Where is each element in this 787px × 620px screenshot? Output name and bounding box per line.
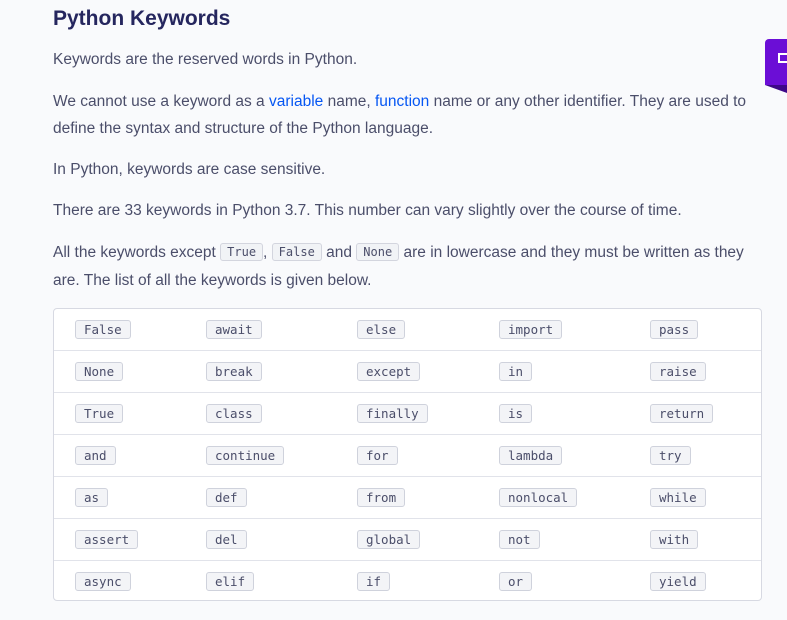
identifier-paragraph: We cannot use a keyword as a variable na… [53,88,759,142]
keyword-cell: else [357,320,406,339]
external-link-icon [778,53,787,63]
keyword-cell: False [75,320,131,339]
keyword-cell: lambda [499,446,563,465]
keyword-cell: in [499,362,533,381]
keyword-cell: async [75,572,131,591]
keyword-cell: as [75,488,109,507]
keyword-cell: try [650,446,691,465]
inline-code-none: None [356,243,400,261]
keyword-cell: await [206,320,262,339]
section-heading: Python Keywords [53,7,231,30]
inline-code-true: True [220,243,264,261]
keyword-cell: assert [75,530,139,549]
keyword-cell: or [499,572,533,591]
text-span: We cannot use a keyword as a [53,93,269,110]
lowercase-paragraph: All the keywords except True, False and … [53,239,759,294]
keyword-cell: nonlocal [499,488,578,507]
table-row: as def from nonlocal while [54,477,761,519]
keyword-cell: is [499,404,533,423]
side-tab-fold [765,85,787,93]
keyword-cell: del [206,530,247,549]
keyword-cell: break [206,362,262,381]
keyword-cell: and [75,446,116,465]
keyword-cell: continue [206,446,285,465]
text-span: and [321,244,357,261]
table-row: False await else import pass [54,309,761,351]
table-row: assert del global not with [54,519,761,561]
text-span: All the keywords except [53,244,221,261]
keyword-cell: global [357,530,421,549]
keyword-cell: if [357,572,391,591]
keyword-cell: import [499,320,563,339]
text-span: name, [323,93,375,110]
table-row: and continue for lambda try [54,435,761,477]
table-row: True class finally is return [54,393,761,435]
keyword-cell: def [206,488,247,507]
keyword-cell: while [650,488,706,507]
keyword-cell: True [75,404,124,423]
table-row: async elif if or yield [54,561,761,600]
keyword-cell: with [650,530,699,549]
variable-link[interactable]: variable [268,93,324,110]
text-span: name or any other identifier. They are u… [53,93,747,137]
keyword-cell: return [650,404,714,423]
keyword-cell: class [206,404,262,423]
side-feedback-tab[interactable] [765,39,787,85]
inline-code-false: False [271,243,322,261]
keyword-cell: pass [650,320,699,339]
keywords-table: False await else import pass None break … [53,308,762,601]
text-span: are in lowercase and they must be writte… [53,244,744,289]
function-link[interactable]: function [374,93,430,110]
keyword-cell: except [357,362,421,381]
keyword-cell: raise [650,362,706,381]
keyword-cell: yield [650,572,706,591]
text-span: , [263,244,272,261]
keyword-cell: not [499,530,540,549]
keyword-cell: None [75,362,124,381]
keyword-cell: elif [206,572,255,591]
table-row: None break except in raise [54,351,761,393]
intro-paragraph: Keywords are the reserved words in Pytho… [53,51,358,68]
keyword-cell: for [357,446,398,465]
keyword-cell: from [357,488,406,507]
case-sensitive-paragraph: In Python, keywords are case sensitive. [53,161,326,178]
keyword-cell: finally [357,404,428,423]
keyword-count-paragraph: There are 33 keywords in Python 3.7. Thi… [53,202,682,219]
